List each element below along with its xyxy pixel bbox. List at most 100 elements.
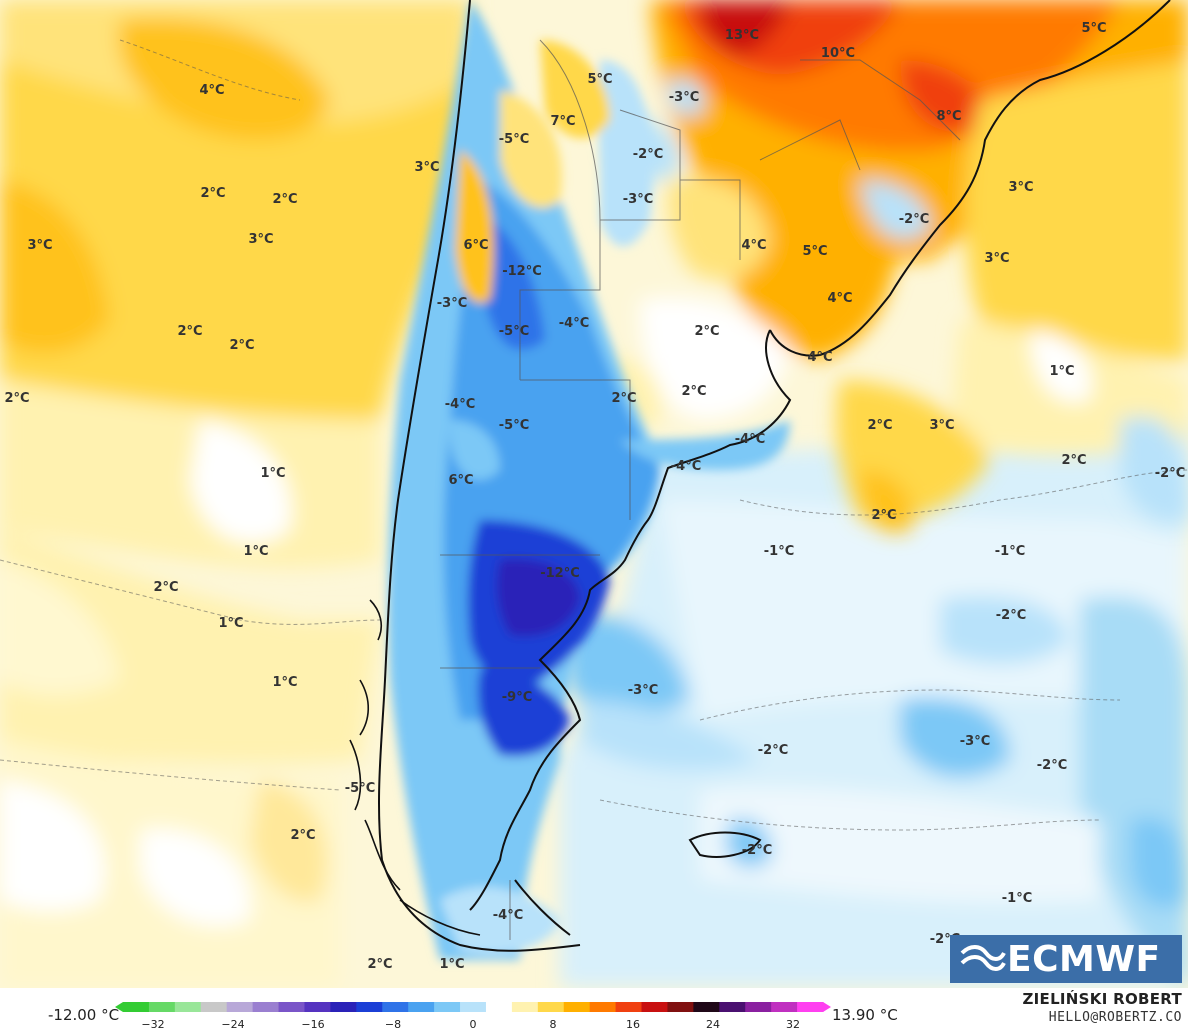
temperature-label: -9°C [502,690,532,705]
temperature-label: 3°C [1008,180,1033,195]
temperature-label: 2°C [153,580,178,595]
colorbar-segment [693,1002,720,1012]
colorbar-min-arrow [115,1002,123,1012]
temperature-label: -2°C [996,608,1026,623]
ecmwf-logo-box [950,935,1182,983]
temperature-label: -1°C [1002,891,1032,906]
colorbar-tick-label: 0 [470,1018,477,1030]
colorbar-max-label: 13.90 °C [832,1006,898,1024]
temperature-label: -12°C [502,264,542,279]
colorbar-segment [226,1002,254,1012]
colorbar-segment [563,1002,591,1012]
colorbar-segment [589,1002,617,1012]
temperature-label: 1°C [439,957,464,972]
temperature-label: 3°C [27,238,52,253]
temperature-label: 4°C [199,83,224,98]
temperature-label: 7°C [550,114,575,129]
temperature-label: 1°C [218,616,243,631]
temperature-label: 5°C [587,72,612,87]
temperature-label: 6°C [448,473,473,488]
temperature-map: 4°C 3°C 2°C 2°C 3°C 3°C 2°C 2°C 2°C 1°C 1°C 2°C 1°C 1… [0,0,1188,988]
ecmwf-logo-icon [960,945,1006,971]
colorbar-segment [330,1002,357,1012]
contour-lines [0,39,1188,831]
temperature-label: -2°C [1037,758,1067,773]
temperature-label: -5°C [499,324,529,339]
colorbar-segment [485,1002,513,1012]
colorbar-tick-label: 24 [706,1018,720,1030]
colorbar-tick-label: 16 [626,1018,640,1030]
colorbar-segment [771,1002,798,1012]
temperature-label: -2°C [742,843,772,858]
colorbar-segment [356,1002,383,1012]
temperature-label: 2°C [611,391,636,406]
temperature-label: -3°C [623,192,653,207]
colorbar-max-arrow [823,1002,831,1012]
temperature-label: 1°C [272,675,297,690]
temperature-label: 5°C [802,244,827,259]
colorbar-segment [511,1002,539,1012]
temperature-label: -4°C [559,316,589,331]
temperature-label: 2°C [177,324,202,339]
colorbar-tick-label: −8 [385,1018,401,1030]
colorbar-segment [252,1002,280,1012]
colorbar-segment [719,1002,746,1012]
temperature-label: -2°C [633,147,663,162]
temperature-label: 4°C [741,238,766,253]
colorbar-segment [667,1002,694,1012]
temperature-label: -12°C [540,566,580,581]
temperature-label: 3°C [414,160,439,175]
temperature-label: 4°C [827,291,852,306]
temperature-label: 1°C [243,544,268,559]
temperature-label: -3°C [960,734,990,749]
ecmwf-logo-text: ECMWF [1007,939,1161,980]
temperature-label: -4°C [445,397,475,412]
temperature-label: 2°C [871,508,896,523]
temperature-label: 5°C [1081,21,1106,36]
colorbar-segment [174,1002,202,1012]
colorbar-segment [408,1002,435,1012]
colorbar-tick-label: −32 [141,1018,164,1030]
temperature-label: -2°C [758,743,788,758]
colorbar: −32 −24 −16 −8 0 8 16 24 32 [115,1002,831,1030]
colorbar-segment [615,1002,643,1012]
temperature-label: 13°C [725,28,759,43]
colorbar-segment [745,1002,772,1012]
colorbar-segment [148,1002,176,1012]
temperature-label: -2°C [899,212,929,227]
temperature-label: 10°C [821,46,855,61]
temperature-label: 2°C [4,391,29,406]
temperature-label: -4°C [493,908,523,923]
colorbar-tick-label: 32 [786,1018,800,1030]
colorbar-tick-label: −16 [301,1018,324,1030]
colorbar-segment [304,1002,331,1012]
temperature-label: 3°C [929,418,954,433]
colorbar-segment [797,1002,824,1012]
temperature-label: -3°C [669,90,699,105]
temperature-field [0,0,1188,988]
colorbar-min-label: -12.00 °C [48,1006,120,1024]
temperature-label: 2°C [867,418,892,433]
temperature-label: -5°C [499,418,529,433]
temperature-label: 4°C [807,350,832,365]
temperature-labels: 4°C 3°C 2°C 2°C 3°C 3°C 2°C 2°C 2°C 1°C 1°C 2°C 1°C 1… [4,21,1185,972]
colorbar-tick-label: −24 [221,1018,244,1030]
temperature-label: -1°C [764,544,794,559]
colorbar-segment [123,1002,150,1012]
temperature-label: -3°C [628,683,658,698]
author-name: ZIELIŃSKI ROBERT [1022,990,1182,1008]
temperature-label: 2°C [694,324,719,339]
colorbar-segment [641,1002,668,1012]
temperature-label: 2°C [272,192,297,207]
temperature-label: -2°C [1155,466,1185,481]
temperature-label: 2°C [200,186,225,201]
colorbar-segment [382,1002,409,1012]
temperature-label: -4°C [671,459,701,474]
colorbar-segment [434,1002,461,1012]
temperature-label: -5°C [345,781,375,796]
temperature-label: 3°C [248,232,273,247]
temperature-label: 6°C [463,238,488,253]
borders [440,39,961,940]
coastlines [378,0,1171,952]
temperature-label: 3°C [984,251,1009,266]
